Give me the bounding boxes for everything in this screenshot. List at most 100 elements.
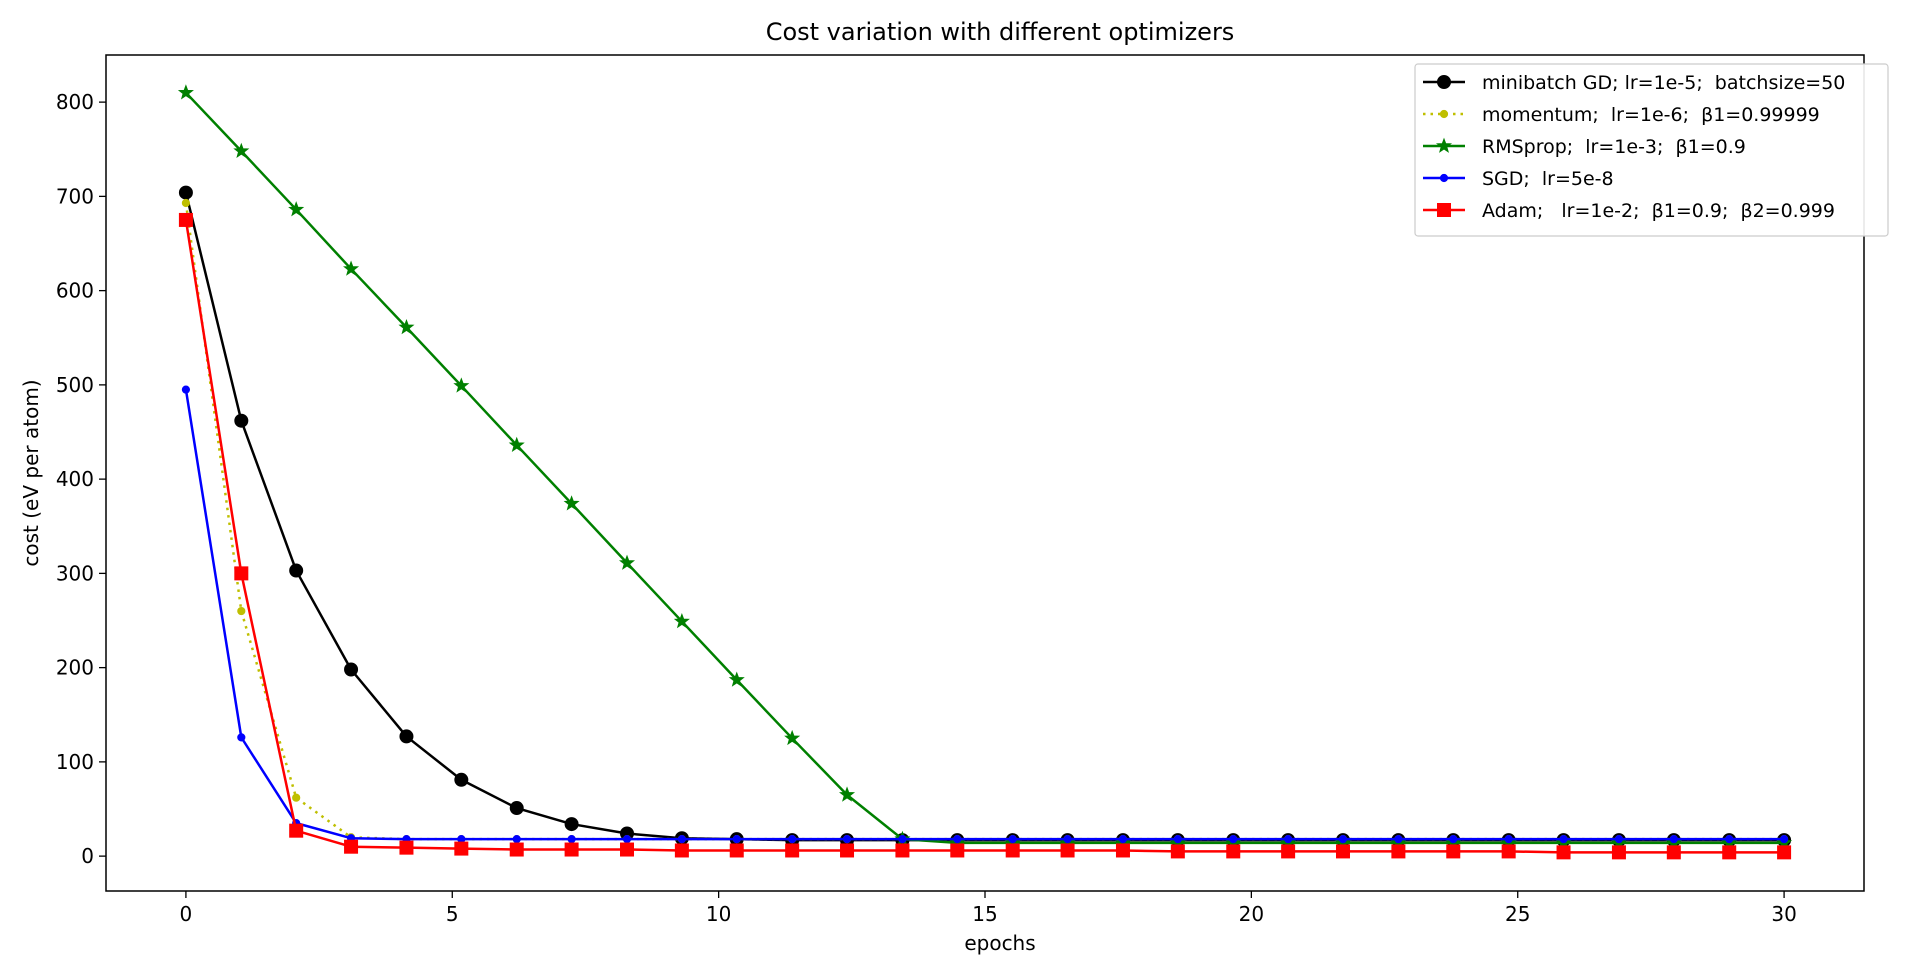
data-point xyxy=(788,835,797,844)
data-point xyxy=(1777,845,1792,860)
data-point xyxy=(620,842,635,857)
legend-label: Adam; lr=1e-2; β1=0.9; β2=0.999 xyxy=(1482,200,1835,222)
data-point xyxy=(181,198,191,208)
data-point xyxy=(237,733,246,742)
data-point xyxy=(784,729,801,746)
data-point xyxy=(732,835,741,844)
data-point xyxy=(729,843,744,858)
data-point xyxy=(950,843,965,858)
y-axis-label: cost (eV per atom) xyxy=(19,379,43,566)
data-point xyxy=(454,841,469,856)
legend-marker xyxy=(1437,203,1451,217)
data-point xyxy=(289,563,304,578)
data-point xyxy=(177,84,194,100)
legend-entry: RMSprop; lr=1e-3; β1=0.9 xyxy=(1423,136,1746,158)
data-point xyxy=(1394,835,1403,844)
data-point xyxy=(1281,844,1296,859)
series-line xyxy=(184,389,1785,841)
data-point xyxy=(1725,835,1734,844)
data-point xyxy=(1391,844,1406,859)
legend-marker xyxy=(1439,109,1449,119)
data-point xyxy=(181,385,191,394)
y-tick-label: 200 xyxy=(56,656,94,680)
data-point xyxy=(292,793,301,802)
data-point xyxy=(953,835,962,844)
data-point xyxy=(1118,835,1128,844)
data-point xyxy=(1611,845,1626,860)
series-line xyxy=(184,219,1785,854)
data-point xyxy=(564,842,579,857)
data-point xyxy=(1449,835,1458,844)
data-point xyxy=(567,835,576,844)
legend-entry: Adam; lr=1e-2; β1=0.9; β2=0.999 xyxy=(1423,200,1835,222)
data-point xyxy=(234,413,249,428)
data-point xyxy=(509,801,524,816)
data-point xyxy=(622,835,632,844)
data-point xyxy=(509,842,524,857)
data-point xyxy=(898,835,907,844)
data-point xyxy=(1722,845,1737,860)
data-point xyxy=(673,613,690,629)
data-point xyxy=(1669,835,1678,844)
legend-entry: minibatch GD; lr=1e-5; batchsize=50 xyxy=(1423,72,1845,94)
series-line xyxy=(185,91,1785,845)
y-tick-label: 300 xyxy=(56,561,94,585)
data-point xyxy=(178,212,193,227)
data-point xyxy=(563,495,580,511)
data-point xyxy=(453,377,470,393)
data-point xyxy=(398,318,415,335)
legend-marker xyxy=(1435,137,1453,153)
x-axis: 0 5 10 15 20 25 30 xyxy=(180,891,1797,926)
data-point xyxy=(289,823,304,838)
data-point xyxy=(1229,835,1238,844)
data-point xyxy=(618,554,636,570)
data-point xyxy=(674,843,689,858)
legend-entry: momentum; lr=1e-6; β1=0.99999 xyxy=(1423,104,1820,126)
x-tick-label: 20 xyxy=(1239,902,1264,926)
data-point xyxy=(343,260,360,276)
data-point xyxy=(1284,835,1293,844)
x-tick-label: 0 xyxy=(180,902,193,926)
plot-area xyxy=(177,84,1793,860)
data-point xyxy=(1005,843,1020,858)
data-point xyxy=(1614,835,1624,844)
legend-label: SGD; lr=5e-8 xyxy=(1482,168,1614,190)
data-point xyxy=(1504,835,1513,844)
y-tick-label: 600 xyxy=(56,279,94,303)
legend-label: RMSprop; lr=1e-3; β1=0.9 xyxy=(1482,136,1746,158)
data-point xyxy=(895,843,910,858)
data-point xyxy=(508,436,525,453)
x-tick-label: 10 xyxy=(706,902,731,926)
data-point xyxy=(839,786,856,802)
data-point xyxy=(233,142,250,158)
y-tick-label: 500 xyxy=(56,373,94,397)
data-point xyxy=(1446,844,1461,859)
data-point xyxy=(728,671,745,687)
data-point xyxy=(1338,835,1348,844)
x-tick-label: 5 xyxy=(446,902,459,926)
y-tick-label: 400 xyxy=(56,467,94,491)
data-point xyxy=(677,835,686,844)
legend-box xyxy=(1414,63,1889,237)
y-axis: 0 100 200 300 400 500 600 700 800 xyxy=(56,90,106,868)
data-point xyxy=(234,566,249,581)
data-point xyxy=(842,835,852,844)
chart-title: Cost variation with different optimizers xyxy=(766,18,1235,46)
data-point xyxy=(237,606,246,616)
data-point xyxy=(178,185,193,200)
data-point xyxy=(399,729,414,744)
legend-label: momentum; lr=1e-6; β1=0.99999 xyxy=(1482,104,1820,126)
data-point xyxy=(1556,845,1571,860)
y-tick-label: 100 xyxy=(56,750,94,774)
data-point xyxy=(512,835,521,844)
data-point xyxy=(1060,843,1075,858)
series-4 xyxy=(178,212,1792,860)
legend-label: minibatch GD; lr=1e-5; batchsize=50 xyxy=(1482,72,1845,94)
data-point xyxy=(399,840,414,855)
x-tick-label: 30 xyxy=(1771,902,1796,926)
data-point xyxy=(454,772,469,787)
data-point xyxy=(1666,845,1681,860)
data-point xyxy=(1501,844,1516,859)
data-point xyxy=(1008,835,1017,844)
